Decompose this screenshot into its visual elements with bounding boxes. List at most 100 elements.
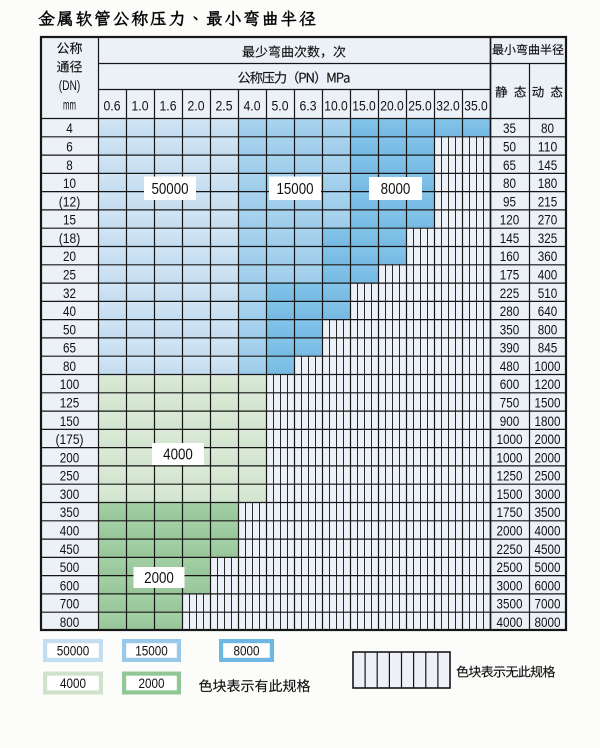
svg-text:900: 900 [500, 413, 520, 429]
svg-text:35.0: 35.0 [464, 98, 488, 114]
svg-text:145: 145 [538, 157, 558, 173]
svg-text:145: 145 [500, 230, 520, 246]
svg-text:600: 600 [500, 376, 520, 392]
svg-text:350: 350 [60, 504, 80, 520]
svg-text:2500: 2500 [497, 559, 523, 575]
svg-text:65: 65 [503, 157, 516, 173]
svg-text:80: 80 [63, 358, 76, 374]
svg-text:4000: 4000 [535, 523, 561, 539]
svg-text:65: 65 [63, 340, 76, 356]
svg-text:3500: 3500 [535, 504, 561, 520]
svg-text:2250: 2250 [497, 541, 523, 557]
svg-text:390: 390 [500, 340, 520, 356]
svg-text:325: 325 [538, 230, 558, 246]
svg-text:1000: 1000 [497, 431, 523, 447]
svg-text:280: 280 [500, 303, 520, 319]
svg-text:50000: 50000 [151, 181, 188, 198]
svg-text:1200: 1200 [535, 376, 561, 392]
svg-text:15: 15 [63, 212, 76, 228]
svg-text:15000: 15000 [135, 643, 168, 659]
svg-text:2000: 2000 [535, 449, 561, 465]
svg-text:32: 32 [63, 285, 76, 301]
svg-text:4000: 4000 [60, 675, 86, 691]
svg-text:6000: 6000 [535, 577, 561, 593]
svg-text:250: 250 [60, 468, 80, 484]
svg-text:8000: 8000 [535, 614, 561, 630]
svg-text:225: 225 [500, 285, 520, 301]
svg-text:50: 50 [503, 139, 516, 155]
svg-text:400: 400 [538, 267, 558, 283]
svg-text:180: 180 [538, 175, 558, 191]
svg-text:640: 640 [538, 303, 558, 319]
svg-text:300: 300 [60, 486, 80, 502]
svg-text:50000: 50000 [57, 643, 90, 659]
svg-text:800: 800 [538, 321, 558, 337]
svg-text:7000: 7000 [535, 596, 561, 612]
svg-text:160: 160 [500, 248, 520, 264]
svg-text:600: 600 [60, 577, 80, 593]
svg-text:4.0: 4.0 [244, 98, 261, 114]
svg-text:8000: 8000 [234, 643, 260, 659]
svg-text:1250: 1250 [497, 468, 523, 484]
svg-text:5.0: 5.0 [272, 98, 289, 114]
svg-text:4: 4 [66, 120, 73, 136]
svg-text:8000: 8000 [381, 181, 411, 198]
svg-text:120: 120 [500, 212, 520, 228]
svg-text:1.0: 1.0 [132, 98, 149, 114]
svg-text:95: 95 [503, 193, 516, 209]
svg-text:6: 6 [66, 139, 73, 155]
svg-text:25.0: 25.0 [408, 98, 432, 114]
svg-text:175: 175 [500, 267, 520, 283]
svg-text:2000: 2000 [535, 431, 561, 447]
svg-text:700: 700 [60, 596, 80, 612]
svg-text:10: 10 [63, 175, 76, 191]
svg-text:15.0: 15.0 [352, 98, 376, 114]
svg-text:2000: 2000 [497, 523, 523, 539]
svg-text:35: 35 [503, 120, 516, 136]
svg-text:4000: 4000 [163, 447, 193, 464]
svg-text:450: 450 [60, 541, 80, 557]
svg-text:10.0: 10.0 [324, 98, 348, 114]
svg-text:20.0: 20.0 [380, 98, 404, 114]
svg-text:2500: 2500 [535, 468, 561, 484]
svg-text:400: 400 [60, 523, 80, 539]
svg-text:800: 800 [60, 614, 80, 630]
svg-text:32.0: 32.0 [436, 98, 460, 114]
svg-text:(18): (18) [59, 230, 81, 246]
svg-text:110: 110 [538, 139, 558, 155]
svg-text:0.6: 0.6 [104, 98, 121, 114]
svg-text:1000: 1000 [497, 449, 523, 465]
svg-text:(175): (175) [55, 431, 83, 447]
svg-text:(DN): (DN) [59, 77, 81, 93]
svg-text:25: 25 [63, 267, 76, 283]
svg-text:2.5: 2.5 [216, 98, 233, 114]
svg-text:350: 350 [500, 321, 520, 337]
svg-text:100: 100 [60, 376, 80, 392]
svg-text:80: 80 [503, 175, 516, 191]
svg-text:15000: 15000 [276, 181, 313, 198]
svg-text:200: 200 [60, 449, 80, 465]
svg-text:2000: 2000 [139, 675, 165, 691]
svg-text:(12): (12) [59, 193, 81, 209]
svg-text:480: 480 [500, 358, 520, 374]
svg-text:5000: 5000 [535, 559, 561, 575]
svg-text:4500: 4500 [535, 541, 561, 557]
svg-text:8: 8 [66, 157, 73, 173]
svg-text:1500: 1500 [497, 486, 523, 502]
svg-text:3000: 3000 [497, 577, 523, 593]
svg-text:125: 125 [60, 395, 80, 411]
svg-text:215: 215 [538, 193, 558, 209]
svg-text:750: 750 [500, 395, 520, 411]
svg-text:1.6: 1.6 [160, 98, 177, 114]
svg-text:2.0: 2.0 [188, 98, 205, 114]
svg-text:270: 270 [538, 212, 558, 228]
svg-text:40: 40 [63, 303, 76, 319]
svg-text:80: 80 [541, 120, 554, 136]
svg-text:1800: 1800 [535, 413, 561, 429]
svg-text:3000: 3000 [535, 486, 561, 502]
svg-text:3500: 3500 [497, 596, 523, 612]
svg-text:mm: mm [63, 97, 76, 113]
svg-text:2000: 2000 [144, 570, 174, 587]
svg-text:1500: 1500 [535, 395, 561, 411]
svg-text:845: 845 [538, 340, 558, 356]
